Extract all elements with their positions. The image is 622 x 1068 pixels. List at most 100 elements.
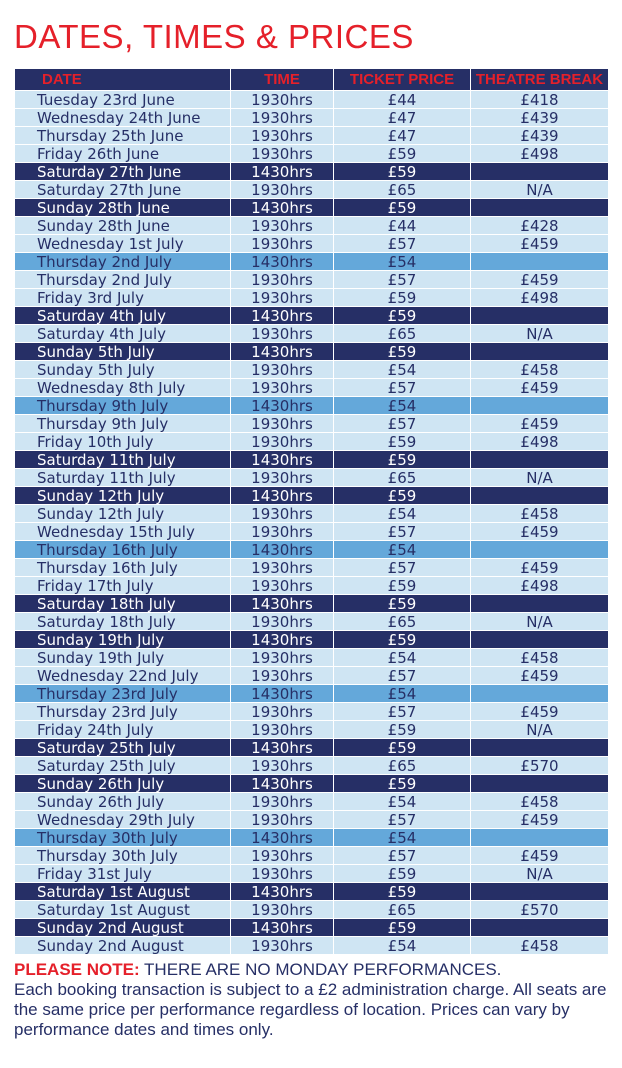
table-row: Friday 3rd July 1930hrs £59 £498 <box>14 288 609 307</box>
cell-date: Friday 17th July <box>14 576 231 595</box>
cell-theatre-break <box>470 342 609 361</box>
table-row: Wednesday 22nd July 1930hrs £57 £459 <box>14 666 609 685</box>
table-row: Thursday 2nd July 1930hrs £57 £459 <box>14 270 609 289</box>
cell-theatre-break: N/A <box>470 720 609 739</box>
table-row: Tuesday 23rd June 1930hrs £44 £418 <box>14 90 609 109</box>
cell-date: Saturday 25th July <box>14 738 231 757</box>
cell-ticket-price: £65 <box>333 180 471 199</box>
cell-theatre-break: £439 <box>470 126 609 145</box>
cell-date: Thursday 23rd July <box>14 702 231 721</box>
cell-theatre-break: £459 <box>470 846 609 865</box>
table-row: Saturday 4th July 1930hrs £65 N/A <box>14 324 609 343</box>
cell-ticket-price: £59 <box>333 882 471 901</box>
cell-theatre-break <box>470 738 609 757</box>
please-note: PLEASE NOTE: THERE ARE NO MONDAY PERFORM… <box>14 960 614 1040</box>
cell-theatre-break: £498 <box>470 576 609 595</box>
table-row: Thursday 9th July 1930hrs £57 £459 <box>14 414 609 433</box>
cell-ticket-price: £54 <box>333 360 471 379</box>
cell-ticket-price: £57 <box>333 522 471 541</box>
cell-theatre-break: N/A <box>470 324 609 343</box>
page-title: DATES, TIMES & PRICES <box>14 18 414 55</box>
table-row: Sunday 26th July 1430hrs £59 <box>14 774 609 793</box>
cell-ticket-price: £57 <box>333 378 471 397</box>
cell-date: Sunday 5th July <box>14 360 231 379</box>
cell-time: 1430hrs <box>230 774 334 793</box>
cell-theatre-break: N/A <box>470 612 609 631</box>
cell-date: Sunday 28th June <box>14 198 231 217</box>
cell-date: Saturday 11th July <box>14 450 231 469</box>
cell-date: Friday 10th July <box>14 432 231 451</box>
cell-ticket-price: £54 <box>333 648 471 667</box>
cell-ticket-price: £65 <box>333 756 471 775</box>
cell-theatre-break: £428 <box>470 216 609 235</box>
cell-time: 1930hrs <box>230 810 334 829</box>
cell-theatre-break <box>470 162 609 181</box>
cell-time: 1930hrs <box>230 846 334 865</box>
cell-date: Wednesday 22nd July <box>14 666 231 685</box>
cell-date: Sunday 12th July <box>14 486 231 505</box>
table-row: Thursday 16th July 1430hrs £54 <box>14 540 609 559</box>
cell-theatre-break: £459 <box>470 558 609 577</box>
note-headline: THERE ARE NO MONDAY PERFORMANCES. <box>139 960 502 979</box>
table-row: Saturday 18th July 1930hrs £65 N/A <box>14 612 609 631</box>
cell-time: 1430hrs <box>230 738 334 757</box>
cell-theatre-break: £459 <box>470 234 609 253</box>
table-row: Thursday 9th July 1430hrs £54 <box>14 396 609 415</box>
cell-theatre-break: £459 <box>470 522 609 541</box>
cell-date: Wednesday 8th July <box>14 378 231 397</box>
cell-ticket-price: £57 <box>333 702 471 721</box>
cell-date: Sunday 19th July <box>14 648 231 667</box>
cell-ticket-price: £57 <box>333 810 471 829</box>
cell-date: Saturday 27th June <box>14 162 231 181</box>
header-time: TIME <box>230 68 334 91</box>
cell-time: 1930hrs <box>230 576 334 595</box>
cell-time: 1430hrs <box>230 540 334 559</box>
table-row: Thursday 2nd July 1430hrs £54 <box>14 252 609 271</box>
cell-time: 1930hrs <box>230 144 334 163</box>
cell-time: 1930hrs <box>230 720 334 739</box>
cell-time: 1930hrs <box>230 216 334 235</box>
table-row: Wednesday 15th July 1930hrs £57 £459 <box>14 522 609 541</box>
table-row: Wednesday 1st July 1930hrs £57 £459 <box>14 234 609 253</box>
cell-time: 1930hrs <box>230 612 334 631</box>
table-header-row: DATE TIME TICKET PRICE THEATRE BREAK <box>14 68 609 91</box>
cell-date: Sunday 28th June <box>14 216 231 235</box>
cell-time: 1930hrs <box>230 324 334 343</box>
cell-date: Thursday 30th July <box>14 846 231 865</box>
cell-time: 1430hrs <box>230 594 334 613</box>
cell-ticket-price: £59 <box>333 342 471 361</box>
cell-time: 1930hrs <box>230 414 334 433</box>
cell-date: Friday 31st July <box>14 864 231 883</box>
cell-ticket-price: £59 <box>333 288 471 307</box>
note-label: PLEASE NOTE: <box>14 960 140 979</box>
table-row: Sunday 12th July 1430hrs £59 <box>14 486 609 505</box>
cell-time: 1430hrs <box>230 882 334 901</box>
table-row: Sunday 5th July 1930hrs £54 £458 <box>14 360 609 379</box>
cell-date: Wednesday 1st July <box>14 234 231 253</box>
cell-ticket-price: £54 <box>333 504 471 523</box>
cell-date: Thursday 23rd July <box>14 684 231 703</box>
cell-date: Wednesday 24th June <box>14 108 231 127</box>
cell-ticket-price: £59 <box>333 774 471 793</box>
cell-date: Thursday 16th July <box>14 540 231 559</box>
cell-theatre-break: £459 <box>470 270 609 289</box>
page: DATES, TIMES & PRICES DATE TIME TICKET P… <box>14 18 614 1040</box>
cell-ticket-price: £57 <box>333 846 471 865</box>
cell-date: Sunday 12th July <box>14 504 231 523</box>
table-row: Sunday 5th July 1430hrs £59 <box>14 342 609 361</box>
cell-time: 1930hrs <box>230 288 334 307</box>
cell-time: 1430hrs <box>230 342 334 361</box>
cell-time: 1930hrs <box>230 558 334 577</box>
cell-time: 1430hrs <box>230 918 334 937</box>
cell-date: Tuesday 23rd June <box>14 90 231 109</box>
cell-theatre-break: £459 <box>470 702 609 721</box>
cell-theatre-break: £459 <box>470 414 609 433</box>
cell-ticket-price: £54 <box>333 252 471 271</box>
cell-ticket-price: £59 <box>333 144 471 163</box>
cell-time: 1430hrs <box>230 162 334 181</box>
cell-theatre-break <box>470 882 609 901</box>
table-row: Saturday 1st August 1930hrs £65 £570 <box>14 900 609 919</box>
cell-ticket-price: £44 <box>333 216 471 235</box>
table-row: Saturday 11th July 1930hrs £65 N/A <box>14 468 609 487</box>
cell-time: 1930hrs <box>230 702 334 721</box>
